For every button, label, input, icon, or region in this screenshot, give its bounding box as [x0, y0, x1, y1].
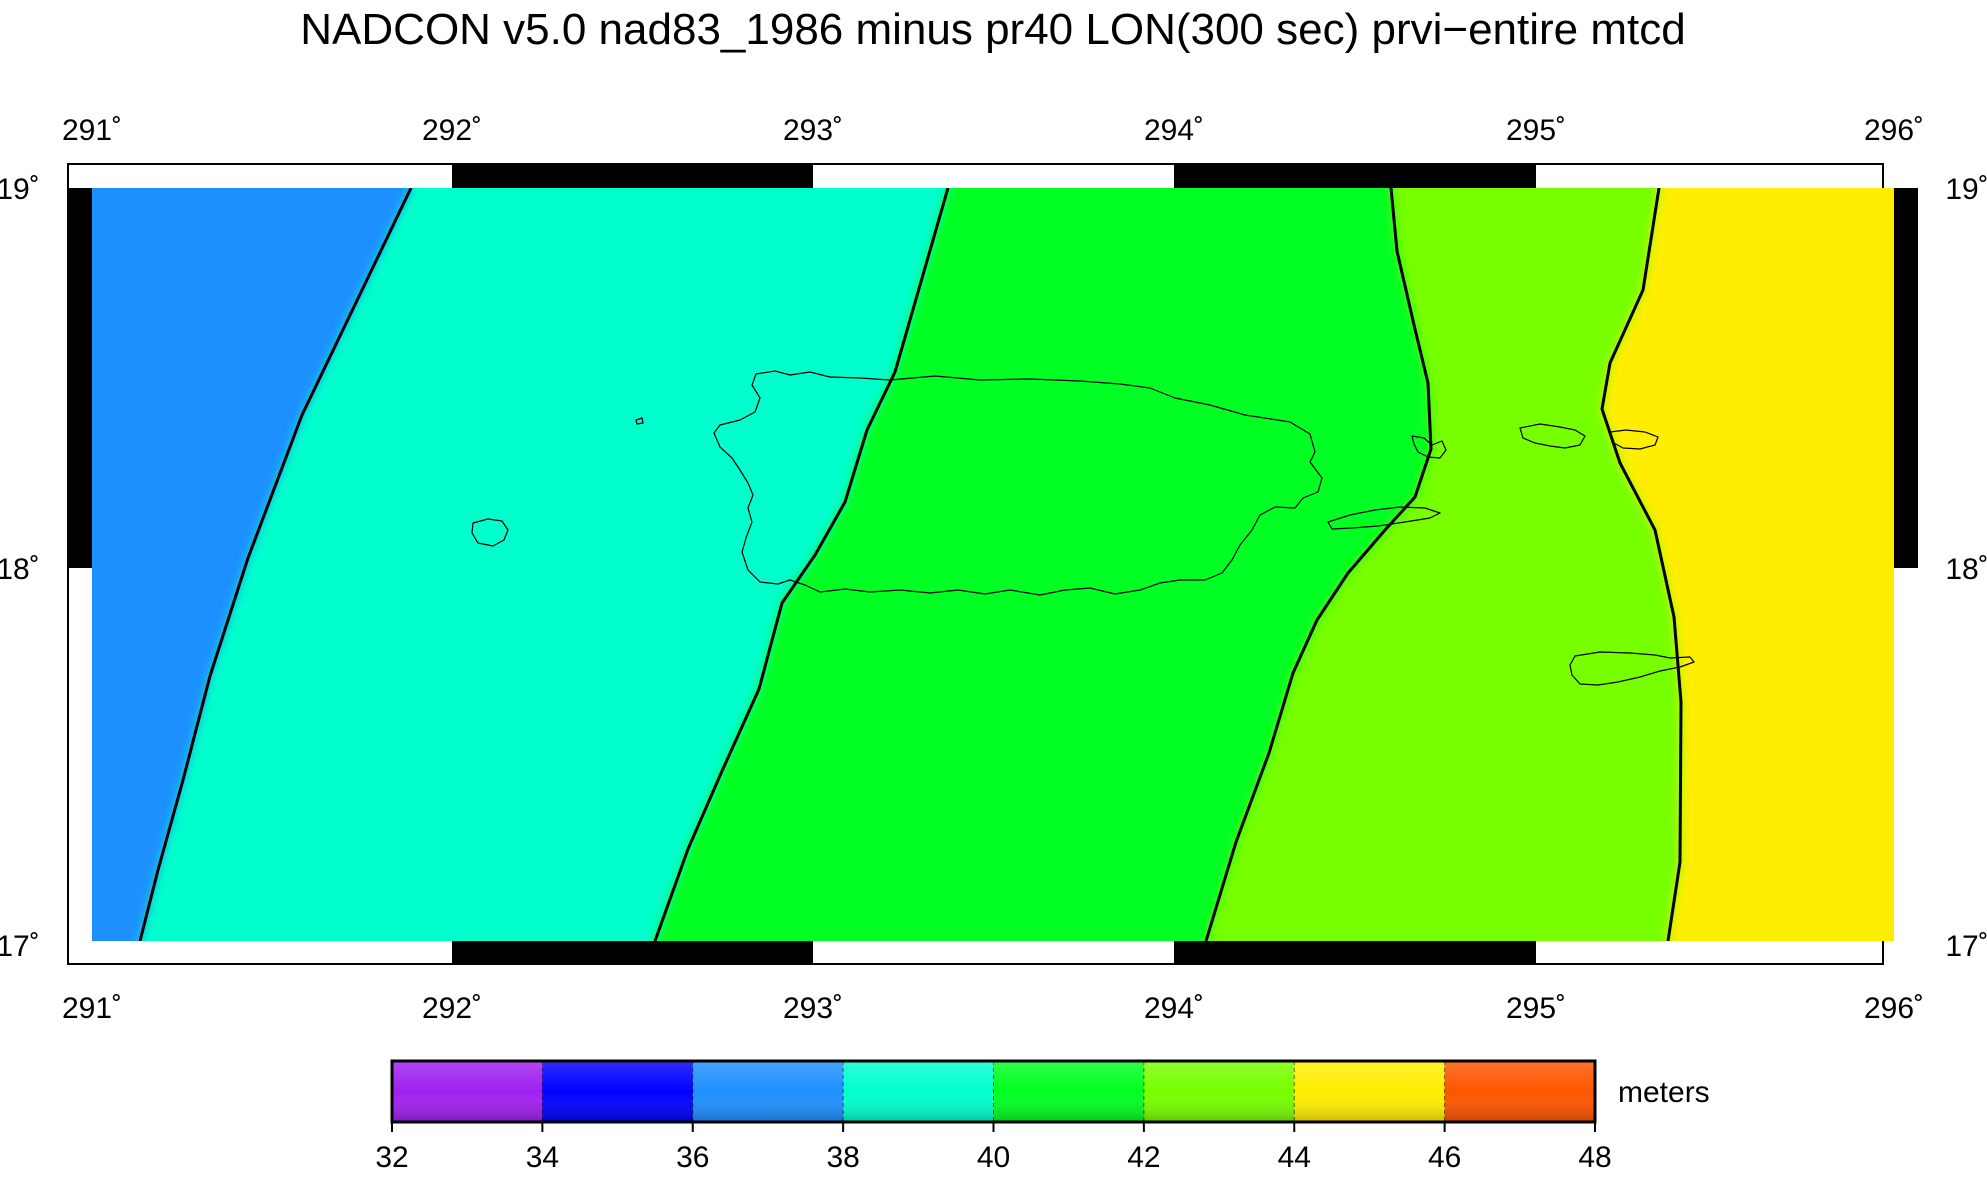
- colorbar-tick-label: 48: [1578, 1141, 1611, 1174]
- colorbar: 32 34 36 38 40 42 44 46 48 meters: [375, 1059, 1710, 1174]
- mona-island-coastline: [471, 518, 509, 547]
- vieques-coastline: [1327, 506, 1441, 530]
- colorbar-tick-label: 42: [1127, 1141, 1160, 1174]
- contour-line-44: [1600, 188, 1683, 941]
- contour-line-38: [138, 188, 413, 941]
- lat-axis-right: 19˚ 18˚ 17˚: [1945, 173, 1987, 963]
- contour-line-40: [653, 188, 950, 941]
- coastlines: [471, 370, 1695, 686]
- lon-tick-label: 294˚: [1144, 114, 1204, 147]
- colorbar-tick-label: 32: [375, 1141, 408, 1174]
- lon-tick-label: 293˚: [783, 114, 843, 147]
- lat-tick-label: 18˚: [0, 553, 40, 586]
- lon-tick-label: 296˚: [1864, 992, 1924, 1025]
- figure-title: NADCON v5.0 nad83_1986 minus pr40 LON(30…: [300, 5, 1685, 54]
- st-thomas-coastline: [1519, 423, 1586, 449]
- colorbar-unit-label: meters: [1618, 1076, 1710, 1109]
- lon-tick-label: 294˚: [1144, 992, 1204, 1025]
- puerto-rico-coastline: [713, 370, 1323, 596]
- lat-tick-label: 17˚: [0, 930, 40, 963]
- lat-tick-label: 19˚: [1945, 173, 1987, 206]
- frame-scale-bars: [68, 164, 1918, 965]
- lon-tick-label: 292˚: [422, 114, 482, 147]
- desecheo-island-coastline: [635, 417, 644, 425]
- lon-tick-label: 296˚: [1864, 114, 1924, 147]
- zone-44-46: [1602, 188, 1894, 941]
- lon-axis-bottom: 291˚ 292˚ 293˚ 294˚ 295˚ 296˚: [62, 992, 1924, 1025]
- lon-tick-label: 291˚: [62, 114, 122, 147]
- lat-tick-label: 19˚: [0, 173, 40, 206]
- lon-axis-top: 291˚ 292˚ 293˚ 294˚ 295˚ 296˚: [62, 114, 1924, 147]
- lon-tick-label: 292˚: [422, 992, 482, 1025]
- lon-tick-label: 291˚: [62, 992, 122, 1025]
- lat-tick-label: 17˚: [1945, 930, 1987, 963]
- contour-lines: [138, 188, 1683, 941]
- st-john-coastline: [1609, 429, 1659, 450]
- lat-axis-left: 19˚ 18˚ 17˚: [0, 173, 40, 963]
- colorbar-tick-label: 46: [1428, 1141, 1461, 1174]
- lon-tick-label: 293˚: [783, 992, 843, 1025]
- contour-line-42: [1204, 188, 1433, 941]
- lon-tick-label: 295˚: [1506, 114, 1566, 147]
- st-croix-coastline: [1569, 651, 1695, 686]
- lat-tick-label: 18˚: [1945, 553, 1987, 586]
- colorbar-tick-label: 44: [1278, 1141, 1311, 1174]
- color-zones: [92, 188, 1894, 941]
- colorbar-tick-label: 38: [826, 1141, 859, 1174]
- lon-tick-label: 295˚: [1506, 992, 1566, 1025]
- colorbar-tick-label: 34: [526, 1141, 559, 1174]
- colorbar-tick-label: 40: [977, 1141, 1010, 1174]
- culebra-coastline: [1411, 435, 1447, 459]
- colorbar-tick-label: 36: [676, 1141, 709, 1174]
